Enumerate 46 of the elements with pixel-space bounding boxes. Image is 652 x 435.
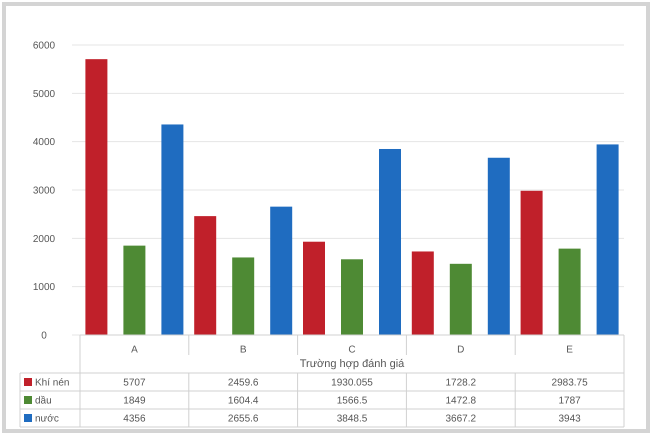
bar — [85, 59, 108, 335]
bar — [341, 259, 363, 335]
y-tick-label: 4000 — [32, 137, 56, 148]
data-label: 5707 — [123, 378, 146, 388]
legend-label: dầu — [35, 396, 52, 406]
data-label: 3943 — [558, 414, 582, 424]
data-label: 1566.5 — [336, 396, 368, 406]
data-label: 2655.6 — [228, 414, 259, 424]
y-tick-label: 0 — [41, 330, 48, 342]
x-tick-label: C — [348, 344, 356, 356]
bar — [123, 246, 146, 335]
y-tick-label: 1000 — [32, 282, 56, 294]
y-tick-label: 3000 — [32, 186, 56, 196]
data-label: 2459.6 — [228, 378, 259, 388]
y-tick-label: 5000 — [32, 88, 56, 100]
bar — [412, 251, 434, 335]
data-label: 3848.5 — [336, 414, 368, 424]
bar — [270, 206, 292, 335]
bar — [558, 248, 581, 335]
legend-label: Khí nén — [35, 378, 70, 388]
bar — [194, 216, 216, 335]
bar — [450, 264, 472, 335]
data-label: 1728.2 — [446, 378, 477, 388]
bar — [303, 242, 325, 335]
x-axis-title: Trường hợp đánh giá — [300, 358, 406, 370]
bar — [520, 190, 543, 335]
bar — [596, 144, 619, 335]
x-tick-label: E — [566, 344, 574, 356]
data-label: 1472.8 — [446, 396, 477, 406]
y-tick-label: 6000 — [32, 40, 56, 52]
data-label: 1604.4 — [228, 396, 259, 406]
x-tick-label: D — [457, 344, 464, 356]
data-label: 2983.75 — [552, 378, 588, 388]
data-label: 4356 — [123, 414, 146, 424]
data-label: 1930.055 — [331, 378, 374, 388]
bar — [488, 158, 510, 335]
data-label: 3667.2 — [446, 414, 477, 424]
bar — [379, 148, 401, 335]
bar — [232, 257, 254, 335]
legend-label: nước — [35, 414, 59, 424]
bar — [161, 124, 184, 335]
data-label: 1787 — [558, 396, 582, 406]
x-tick-label: B — [240, 344, 247, 356]
data-label: 1849 — [123, 396, 146, 406]
x-tick-label: A — [131, 344, 138, 356]
y-tick-label: 2000 — [32, 234, 56, 245]
